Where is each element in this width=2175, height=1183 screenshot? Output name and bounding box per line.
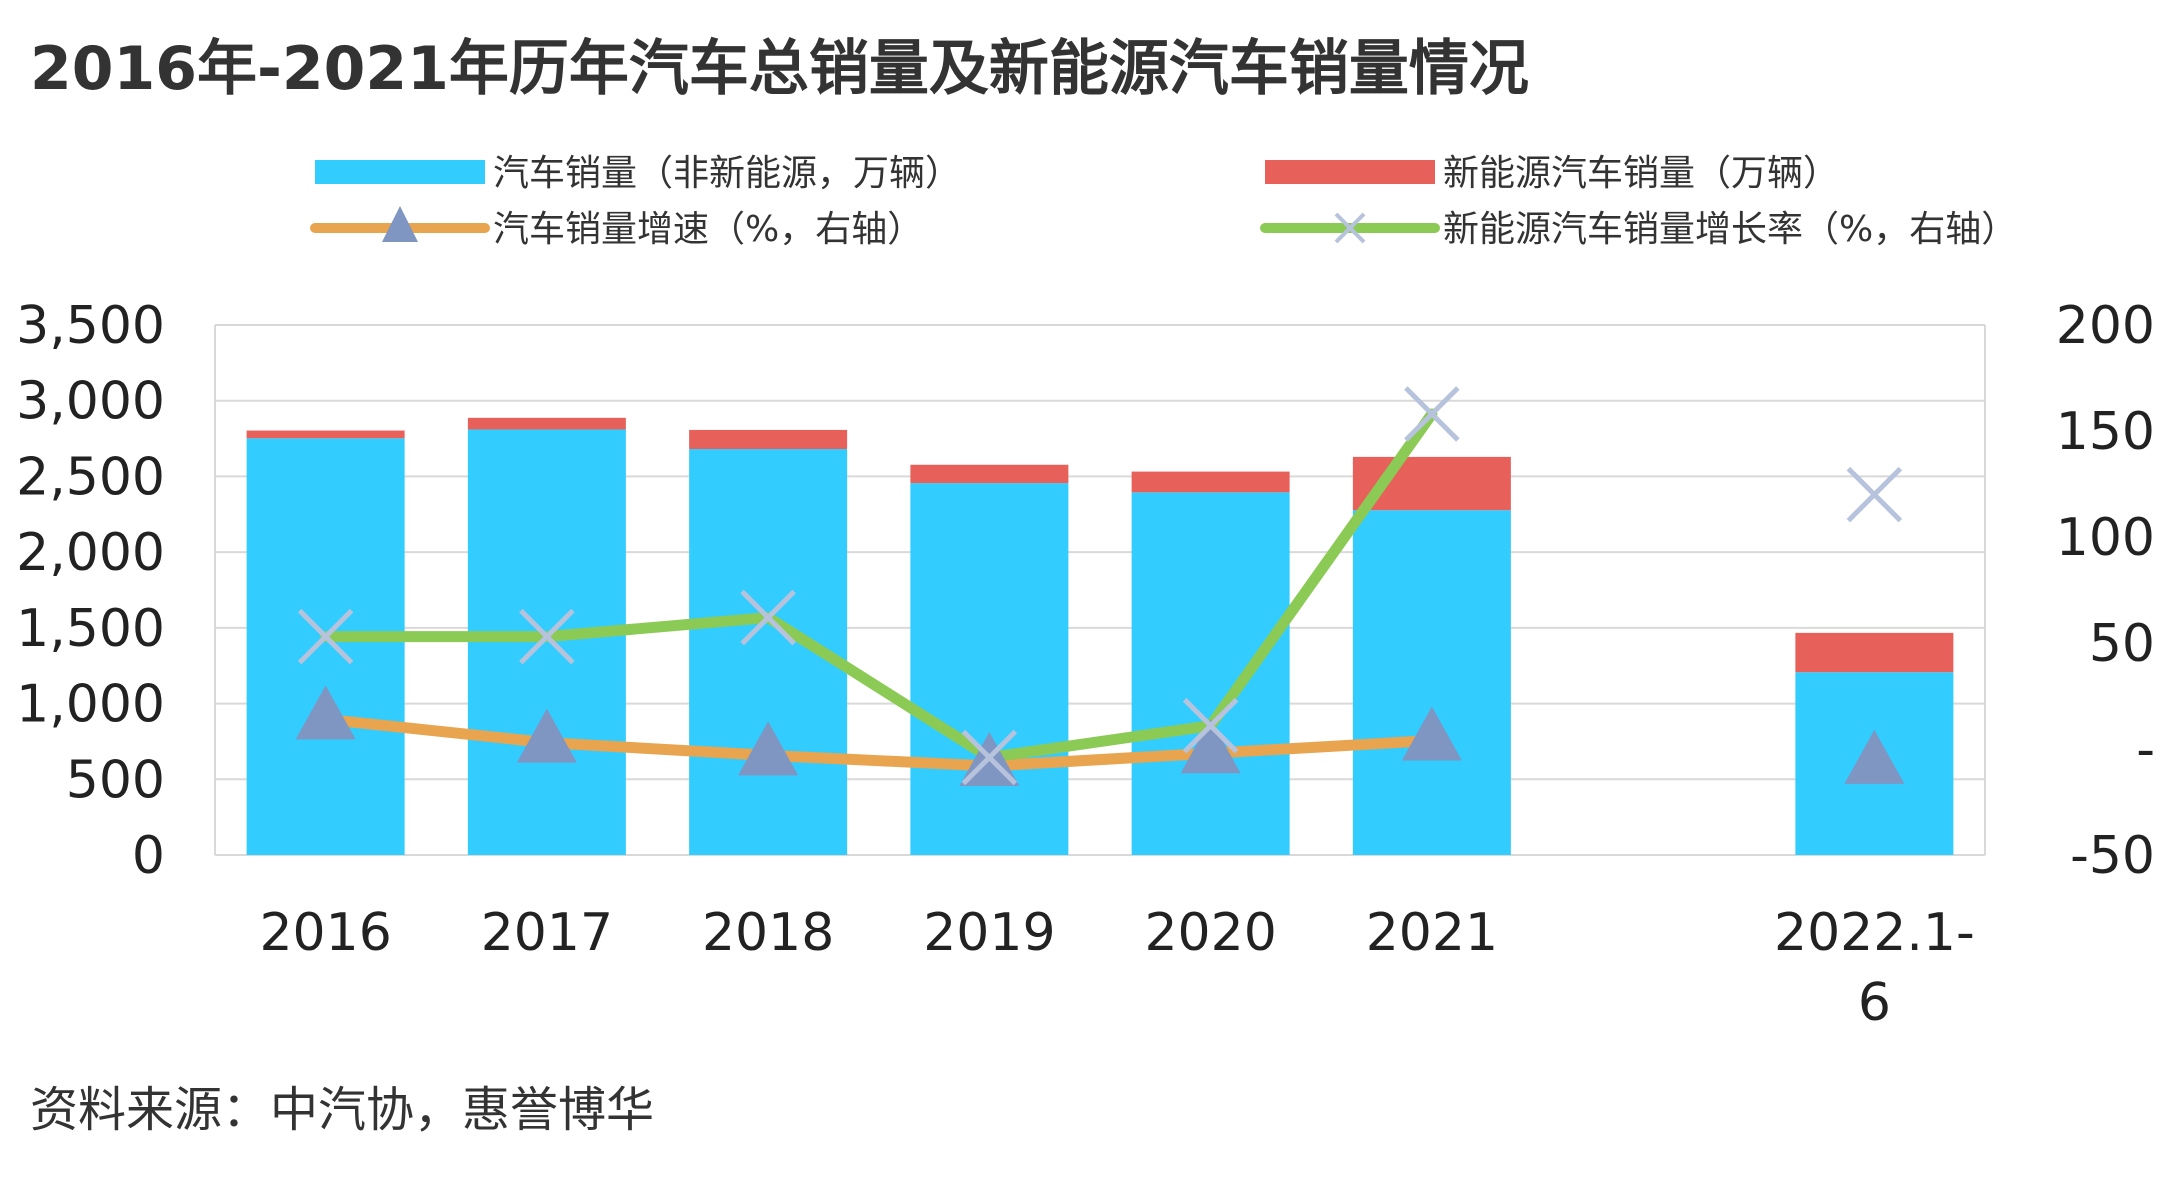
marker-triangle	[516, 708, 577, 763]
source-note: 资料来源：中汽协，惠誉博华	[30, 1082, 655, 1138]
marker-x	[1846, 466, 1903, 523]
y-left-tick-label: 1,000	[16, 675, 165, 735]
x-tick-label: 2019	[923, 903, 1055, 963]
bar-non-nev-sales	[467, 429, 626, 855]
bar-nev-sales	[1131, 471, 1290, 493]
x-tick-label: 2020	[1144, 903, 1276, 963]
legend-swatch	[1265, 160, 1435, 184]
marker-triangle	[1401, 706, 1462, 761]
y-right-tick-label: 200	[2056, 296, 2155, 356]
legend-marker-x	[1334, 212, 1366, 244]
y-right-tick-label: 50	[2089, 614, 2155, 674]
x-tick-label: 2021	[1366, 903, 1498, 963]
y-left-tick-label: 0	[132, 826, 165, 886]
y-left-tick-label: 3,000	[16, 372, 165, 432]
y-left-tick-label: 2,500	[16, 447, 165, 507]
marker-x	[740, 589, 796, 646]
marker-x	[519, 608, 575, 665]
x-tick-label: 6	[1858, 973, 1891, 1033]
x-tick-label: 2018	[702, 903, 834, 963]
marker-triangle	[738, 721, 799, 776]
y-right-tick-label: -	[2136, 720, 2155, 780]
bar-nev-sales	[689, 429, 848, 450]
y-left-tick-label: 3,500	[16, 296, 165, 356]
y-left-tick-label: 1,500	[16, 599, 165, 659]
bar-nev-sales	[467, 417, 626, 430]
axes: 05001,0001,5002,0002,5003,0003,500-50-50…	[16, 296, 2155, 1033]
markers	[295, 386, 1905, 786]
lines	[320, 408, 1438, 772]
line-sales-growth	[320, 713, 1438, 772]
marker-triangle	[1844, 729, 1905, 784]
x-tick-label: 2022.1-	[1774, 903, 1975, 963]
marker-triangle	[295, 685, 356, 740]
y-right-tick-label: 150	[2056, 402, 2155, 462]
marker-x	[297, 608, 354, 665]
legend-marker-triangle	[382, 206, 418, 242]
bar-nev-sales	[910, 464, 1069, 484]
legend-label: 新能源汽车销量增长率（%，右轴）	[1443, 209, 2017, 250]
x-tick-label: 2017	[481, 903, 613, 963]
bar-non-nev-sales	[910, 483, 1069, 855]
legend-swatch	[315, 160, 485, 184]
marker-x	[1182, 697, 1239, 754]
marker-triangle	[1180, 719, 1241, 774]
bar-non-nev-sales	[1131, 492, 1290, 855]
chart-title: 2016年-2021年历年汽车总销量及新能源汽车销量情况	[30, 34, 1529, 104]
marker-x	[1404, 386, 1460, 442]
legend-label: 汽车销量增速（%，右轴）	[493, 209, 923, 250]
bar-non-nev-sales	[1352, 510, 1511, 855]
bar-non-nev-sales	[246, 438, 405, 855]
y-right-tick-label: 100	[2056, 508, 2155, 568]
y-left-tick-label: 500	[66, 750, 165, 810]
bar-nev-sales	[246, 430, 405, 439]
bar-nev-sales	[1795, 632, 1954, 673]
legend-label: 新能源汽车销量（万辆）	[1443, 153, 1839, 194]
x-tick-label: 2016	[259, 903, 391, 963]
marker-x	[961, 729, 1018, 786]
legend-label: 汽车销量（非新能源，万辆）	[493, 153, 961, 194]
legend: 汽车销量（非新能源，万辆） 新能源汽车销量（万辆） 汽车销量增速（%，右轴） 新能源汽…	[310, 153, 2017, 250]
line-nev-growth	[320, 408, 1438, 763]
bars	[246, 417, 1954, 855]
y-left-tick-label: 2,000	[16, 523, 165, 583]
y-right-tick-label: -50	[2070, 826, 2155, 886]
